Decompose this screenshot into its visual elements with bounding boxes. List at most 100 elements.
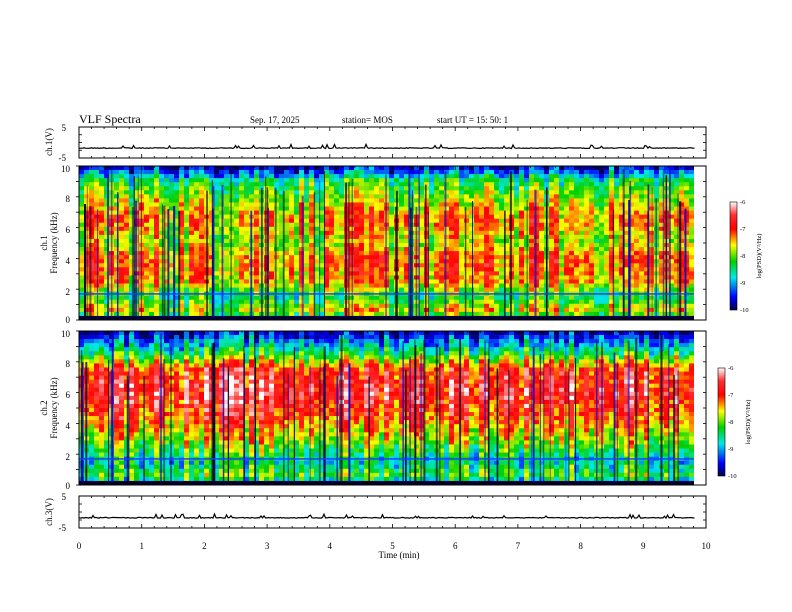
spectrogram-cell [324,206,330,211]
spectrogram-cell [419,287,425,292]
spectrogram-cell [349,234,355,240]
spectrogram-cell [289,210,295,215]
spectrogram-cell [634,295,640,301]
spectrogram-cell [679,263,685,268]
spectrogram-cell [614,251,620,256]
spectrogram-cell [279,307,285,313]
spectrogram-cell [554,287,560,292]
spectrogram-cell [164,198,170,203]
spectrogram-cell [94,283,100,288]
spectrogram-cell [649,170,655,175]
spectrogram-cell [349,166,355,171]
spectrogram-cell [144,251,150,256]
spectrogram-cell [119,259,125,264]
spectrogram-cell [604,238,610,244]
spectrogram-cell [159,267,165,272]
spectrogram-cell [319,267,325,272]
spectrogram-cell [649,190,655,195]
spectrogram-cell [149,230,155,236]
spectrogram-cell [469,174,475,179]
spectrogram-cell [619,279,625,284]
spectrogram-cell [304,275,310,280]
spectrogram-cell [194,202,200,207]
spectrogram-cell [484,166,490,171]
spectrogram-cell [459,174,465,179]
spectrogram-cell [659,311,665,317]
spectrogram-cell [119,226,125,232]
spectrogram-cell [444,218,450,224]
spectrogram-cell [469,238,475,244]
spectrogram-cell [444,255,450,260]
spectrogram-cell [609,307,615,313]
spectrogram-cell [199,259,205,264]
spectrogram-cell [154,299,160,305]
spectrogram-cell [324,166,330,171]
spectrogram-cell [644,263,650,268]
spectrogram-cell [199,283,205,288]
spectrogram-cell [409,198,415,203]
spectrogram-cell [134,170,140,175]
spectrogram-cell [329,303,335,309]
spectrogram-cell [469,222,475,228]
spectrogram-cell [324,194,330,199]
spectrogram-cell [244,186,250,191]
spectrogram-cell [479,287,485,292]
spectrogram-cell [129,206,135,211]
spectrogram-cell [334,186,340,191]
spectrogram-cell [129,202,135,207]
spectrogram-cell [164,210,170,215]
spectrogram-cell [584,243,590,248]
spectrogram-cell [654,311,660,317]
spectrogram-cell [464,295,470,301]
spectrogram-cell [679,178,685,183]
spectrogram-cell [534,287,540,292]
spectrogram-cell [154,222,160,228]
spectrogram-cell [159,222,165,228]
spectrogram-cell [379,178,385,183]
spectrogram-cell [129,198,135,203]
spectrogram-cell [579,178,585,183]
spectrogram-cell [194,218,200,224]
spectrogram-cell [529,174,535,179]
spectrogram-cell [299,190,305,195]
spectrogram-cell [164,255,170,260]
spectrogram-cell [99,170,105,175]
spectrogram-cell [159,263,165,268]
spectrogram-cell [684,263,690,268]
spectrogram-cell [304,251,310,256]
spectrogram-cell [549,202,555,207]
spectrogram-cell [629,243,635,248]
spectrogram-cell [114,194,120,199]
spectrogram-cell [124,174,130,179]
spectrogram-cell [114,283,120,288]
spectrogram-cell [579,170,585,175]
spectrogram-cell [459,255,465,260]
spectrogram-cell [494,238,500,244]
spectrogram-cell [394,166,400,171]
spectrogram-cell [484,247,490,252]
spectrogram-cell [384,166,390,171]
spectrogram-cell [604,218,610,224]
spectrogram-cell [339,279,345,284]
spectrogram-cell [619,275,625,280]
spectrogram-cell [94,263,100,268]
spectrogram-cell [199,271,205,276]
spectrogram-cell [124,190,130,195]
spectrogram-cell [474,259,480,264]
spectrogram-cell [304,178,310,183]
spectrogram-cell [279,251,285,256]
spectrogram-cell [174,186,180,191]
spectrogram-cell [119,303,125,309]
spectrogram-cell [184,255,190,260]
spectrogram-cell [439,279,445,284]
spectrogram-cell [114,182,120,187]
spectrogram-cell [374,170,380,175]
spectrogram-cell [99,210,105,215]
spectrogram-cell [199,307,205,313]
spectrogram-cell [279,210,285,215]
spectrogram-cell [559,295,565,301]
spectrogram-cell [449,275,455,280]
spectrogram-cell [379,275,385,280]
spectrogram-cell [149,303,155,309]
spectrogram-cell [84,166,90,171]
